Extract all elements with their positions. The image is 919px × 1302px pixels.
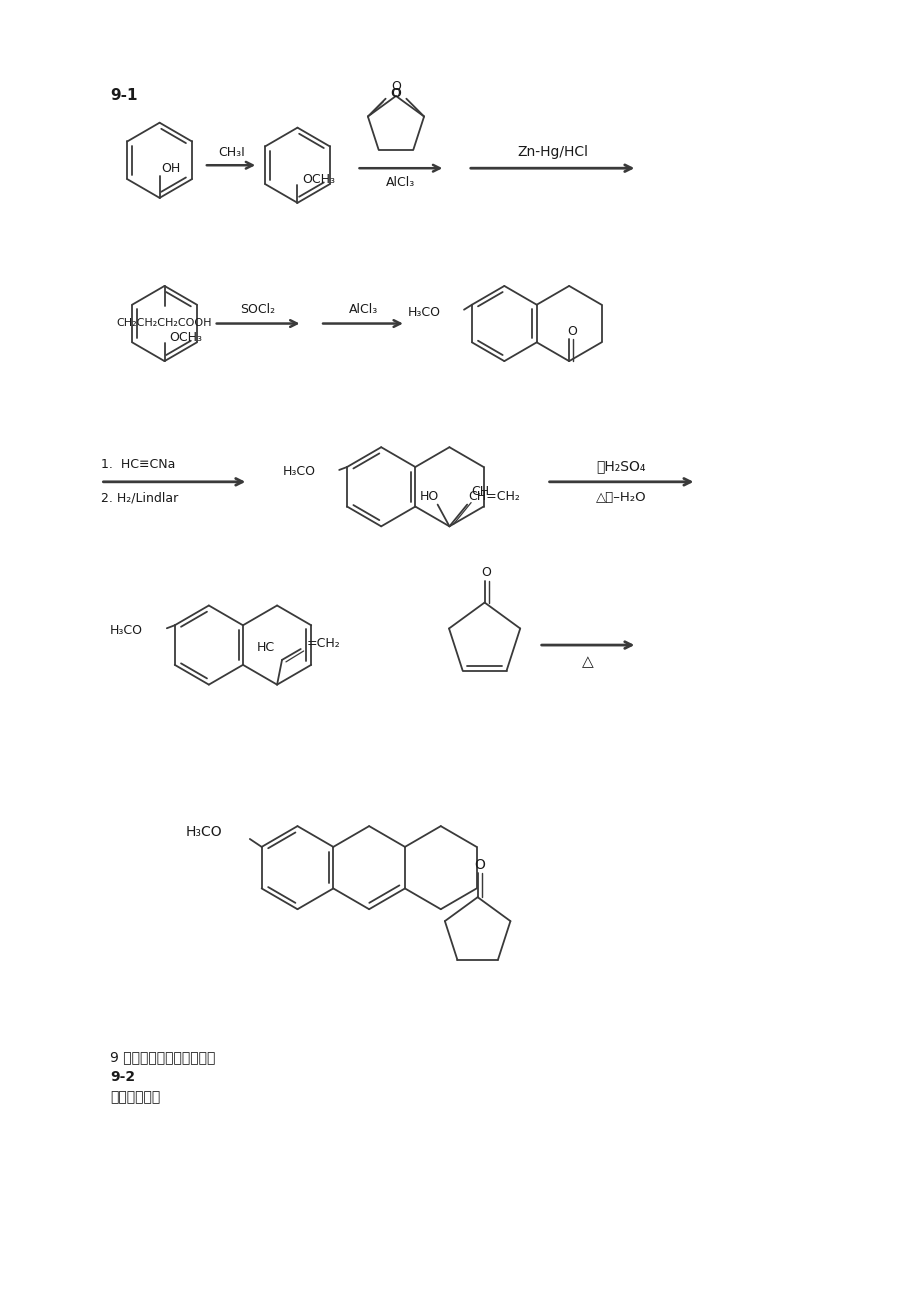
Text: OCH₃: OCH₃ [169,331,202,344]
Text: 9-1: 9-1 [110,89,138,103]
Text: O: O [391,87,401,100]
Text: H₃CO: H₃CO [282,465,315,478]
Text: H₃CO: H₃CO [407,306,440,319]
Text: O: O [566,326,576,339]
Text: SOCl₂: SOCl₂ [240,303,276,316]
Text: CH: CH [471,486,489,499]
Text: HC: HC [256,641,275,654]
Text: 9-2: 9-2 [110,1070,135,1085]
Text: 1.  HC≡CNa: 1. HC≡CNa [100,457,175,470]
Text: =CH₂: =CH₂ [306,637,340,650]
Text: OH: OH [162,161,181,174]
Text: AlCl₃: AlCl₃ [386,176,415,189]
Text: O: O [482,566,491,579]
Text: △，–H₂O: △，–H₂O [596,491,646,504]
Text: H₃CO: H₃CO [186,825,222,838]
Text: Zn-Hg/HCl: Zn-Hg/HCl [516,146,587,159]
Text: HO: HO [420,490,439,503]
Text: O: O [390,87,400,100]
Text: 浓H₂SO₄: 浓H₂SO₄ [596,460,645,473]
Text: CH₂CH₂CH₂COOH: CH₂CH₂CH₂COOH [117,318,212,328]
Text: H₃CO: H₃CO [110,624,143,637]
Text: O: O [473,858,484,871]
Text: AlCl₃: AlCl₃ [348,303,378,316]
Text: CH₃I: CH₃I [218,146,244,159]
Text: 2. H₂/Lindlar: 2. H₂/Lindlar [100,491,177,504]
Text: OCH₃: OCH₃ [302,173,335,186]
Text: O: O [391,79,401,92]
Text: 逆合成分析：: 逆合成分析： [110,1090,161,1104]
Text: CH=CH₂: CH=CH₂ [468,490,519,503]
Text: △: △ [582,655,594,669]
Text: 9 分，其它合理路线亦可。: 9 分，其它合理路线亦可。 [110,1051,215,1065]
